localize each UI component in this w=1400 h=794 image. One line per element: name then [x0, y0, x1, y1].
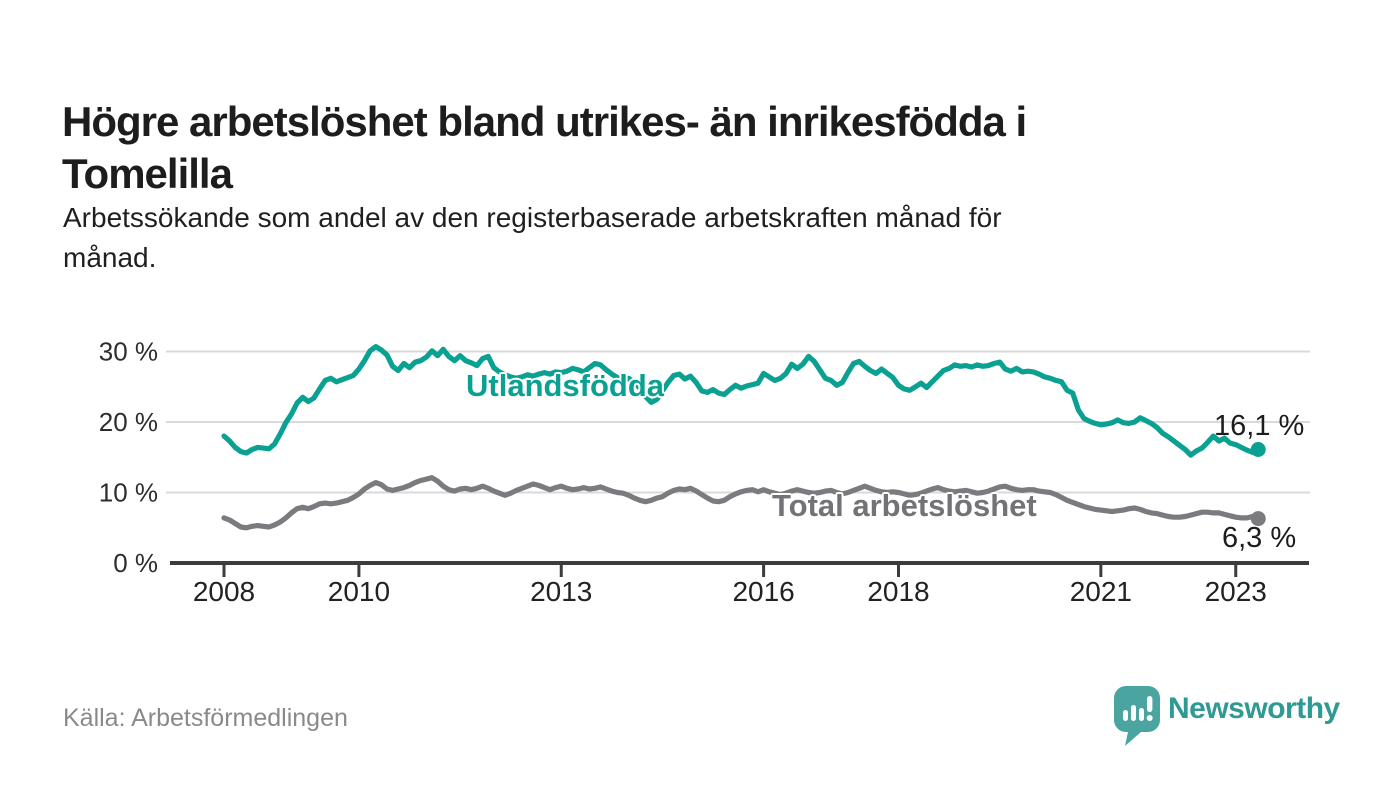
y-axis-label: 20 %: [99, 407, 158, 437]
subtitle-line-2: månad.: [63, 242, 157, 273]
logo-bar-3: [1139, 708, 1144, 721]
x-axis-label: 2010: [328, 576, 390, 607]
x-axis-label: 2016: [732, 576, 794, 607]
end-value-total-arbetsloshet: 6,3 %: [1222, 522, 1297, 554]
series-label-total-arbetsloshet: Total arbetslöshet: [772, 488, 1037, 523]
x-axis-label: 2013: [530, 576, 592, 607]
logo-exclamation-bar: [1147, 696, 1153, 712]
logo-bubble: [1114, 686, 1160, 746]
title-line-2: Tomelilla: [62, 150, 233, 198]
x-axis-label: 2008: [193, 576, 255, 607]
series-label-utlandsfodda: Utlandsfödda: [466, 368, 665, 403]
chart-subtitle: Arbetssökande som andel av den registerb…: [63, 198, 1283, 278]
y-axis-label: 10 %: [99, 478, 158, 508]
end-value-utlandsfodda: 16,1 %: [1214, 410, 1305, 442]
logo-bar-2: [1131, 705, 1136, 721]
x-axis-label: 2023: [1205, 576, 1267, 607]
logo-bar-1: [1123, 710, 1128, 721]
series-line-total-arbetsl-shet: [221, 475, 1261, 531]
page-title: Högre arbetslöshet bland utrikes- än inr…: [62, 96, 1352, 200]
y-axis-label: 0 %: [113, 548, 158, 578]
series-line-utlandsf-dda: [221, 344, 1261, 458]
x-axis-label: 2021: [1070, 576, 1132, 607]
end-dot-total-arbetsl-shet: [1250, 511, 1266, 527]
subtitle-line-1: Arbetssökande som andel av den registerb…: [63, 202, 1002, 233]
logo-exclamation-dot: [1146, 715, 1153, 721]
speech-bubble-bar-chart-icon: [1114, 686, 1160, 746]
y-axis-label: 30 %: [99, 337, 158, 367]
x-axis-label: 2018: [867, 576, 929, 607]
title-line-1: Högre arbetslöshet bland utrikes- än inr…: [62, 98, 1027, 146]
end-dot-utlandsf-dda: [1250, 441, 1266, 457]
logo-wordmark: Newsworthy: [1168, 692, 1340, 725]
newsworthy-logo: Newsworthy: [1113, 686, 1363, 756]
source-attribution: Källa: Arbetsförmedlingen: [63, 704, 348, 732]
